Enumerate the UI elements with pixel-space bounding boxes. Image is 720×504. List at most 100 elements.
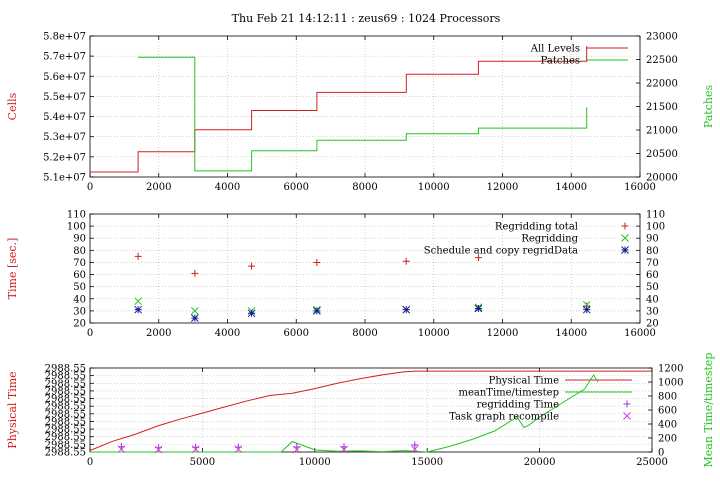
panel1-legend-label: All Levels bbox=[530, 44, 580, 55]
panel2-legend-label: Regridding bbox=[521, 234, 578, 245]
panel3-y-tick-label: 2988.55 bbox=[45, 440, 86, 451]
panel3-y2-tick-label: 800 bbox=[658, 392, 677, 403]
panel1-y-tick-label: 5.4e+07 bbox=[43, 112, 86, 123]
panel1-y2-tick-label: 21000 bbox=[646, 126, 678, 137]
panel1-x-tick-label: 10000 bbox=[418, 182, 450, 193]
panel3-x-tick-label: 10000 bbox=[299, 457, 331, 468]
panel3-y2-tick-label: 1200 bbox=[658, 364, 683, 375]
panel2-frame bbox=[89, 213, 641, 324]
panel2-y-tick-label: 100 bbox=[67, 222, 86, 233]
panel1-y2-tick-label: 20500 bbox=[646, 149, 678, 160]
panel2-data-point bbox=[191, 269, 199, 277]
panel3-y-tick-label: 2988.55 bbox=[45, 379, 86, 390]
panel2-data-point bbox=[248, 262, 256, 270]
panel3-data-point bbox=[340, 445, 348, 454]
panel3-data-point bbox=[117, 445, 126, 454]
panel1-y2-axis-title: Patches bbox=[702, 85, 715, 129]
panel2-y2-tick-label: 70 bbox=[646, 258, 659, 269]
panel1-series-line bbox=[90, 46, 588, 173]
panel2-data-point bbox=[313, 307, 321, 315]
panel2-y2-tick-label: 60 bbox=[646, 270, 659, 281]
panel3-y-tick-label: 2988.55 bbox=[45, 386, 86, 397]
panel2-y-tick-label: 90 bbox=[73, 234, 86, 245]
panel3-y-tick-label: 2988.55 bbox=[45, 432, 86, 443]
panel1-y-tick-label: 5.2e+07 bbox=[43, 152, 86, 163]
panel1-x-tick-label: 6000 bbox=[284, 182, 309, 193]
panel2-y-axis-title: Time [sec.] bbox=[6, 238, 19, 300]
panel3-legend-label: meanTime/timestep bbox=[458, 388, 559, 399]
panel3-series-line bbox=[89, 370, 652, 451]
panel3-y-tick-label: 2988.55 bbox=[45, 409, 86, 420]
panel2-y2-tick-label: 80 bbox=[646, 246, 659, 257]
panel3-y-tick-label: 2988.55 bbox=[45, 364, 86, 375]
panel3-y2-tick-label: 1000 bbox=[658, 378, 683, 389]
panel3-frame bbox=[89, 367, 653, 453]
panel3-y-tick-label: 2988.55 bbox=[45, 448, 86, 459]
panel1-y-tick-label: 5.5e+07 bbox=[43, 92, 86, 103]
panel2-x-tick-label: 6000 bbox=[284, 328, 309, 339]
panel2-legend-marker bbox=[621, 234, 629, 242]
panel3-series-line bbox=[90, 374, 599, 453]
panel3-x-tick-label: 5000 bbox=[190, 457, 215, 468]
panel3-legend-label: Task graph recompile bbox=[449, 412, 559, 423]
panel2-x-tick-label: 16000 bbox=[624, 328, 656, 339]
panel1-x-tick-label: 14000 bbox=[555, 182, 587, 193]
panel1-y-tick-label: 5.3e+07 bbox=[43, 132, 86, 143]
panel3-data-point bbox=[154, 445, 163, 454]
panel1-y2-tick-label: 22500 bbox=[646, 55, 678, 66]
panel1-x-tick-label: 12000 bbox=[487, 182, 519, 193]
panel3-legend-marker bbox=[623, 400, 631, 408]
panel2-legend-marker bbox=[621, 246, 629, 254]
panel2-data-point bbox=[134, 305, 142, 314]
panel2-y2-tick-label: 50 bbox=[646, 282, 659, 293]
panel3-plot bbox=[89, 367, 653, 453]
panel2-data-point bbox=[190, 307, 199, 315]
panel3-y2-tick-label: 200 bbox=[658, 434, 677, 445]
panel3-y2-tick-label: 400 bbox=[658, 420, 677, 431]
panel2-x-tick-label: 14000 bbox=[555, 328, 587, 339]
panel2-x-tick-label: 0 bbox=[87, 328, 93, 339]
chart-title: Thu Feb 21 14:12:11 : zeus69 : 1024 Proc… bbox=[232, 12, 501, 25]
panel2-x-tick-label: 8000 bbox=[352, 328, 377, 339]
panel3-x-tick-label: 15000 bbox=[411, 457, 443, 468]
panel2-data-point bbox=[582, 305, 591, 314]
panel3-x-tick-label: 25000 bbox=[636, 457, 668, 468]
panel2-x-tick-label: 4000 bbox=[215, 328, 240, 339]
panel2-y-tick-label: 30 bbox=[73, 306, 86, 317]
panel2-y2-tick-label: 110 bbox=[646, 210, 665, 221]
panel2-y2-tick-label: 30 bbox=[646, 306, 659, 317]
panel2-y2-tick-label: 20 bbox=[646, 319, 659, 330]
panel2-legend-label: Regridding total bbox=[495, 222, 578, 233]
panel1-y-axis-title: Cells bbox=[6, 92, 19, 120]
panel3-y-tick-label: 2988.55 bbox=[45, 417, 86, 428]
panel3-x-tick-label: 0 bbox=[87, 457, 93, 468]
panel2-data-point bbox=[247, 309, 256, 318]
panel1-series-line bbox=[138, 56, 588, 172]
panel3-y2-tick-label: 600 bbox=[658, 406, 677, 417]
panel3-y-axis-title: Physical Time bbox=[6, 371, 19, 448]
panel2-data-point bbox=[474, 304, 483, 313]
panel1-frame bbox=[89, 35, 641, 178]
panel2-plot bbox=[89, 213, 641, 324]
panel3-data-point bbox=[234, 445, 243, 454]
panel3-y-tick-label: 2988.55 bbox=[45, 402, 86, 413]
panel2-data-point bbox=[402, 257, 410, 265]
panel1-x-tick-label: 4000 bbox=[215, 182, 240, 193]
panel2-data-point bbox=[134, 297, 142, 306]
panel1-y-tick-label: 5.6e+07 bbox=[43, 72, 86, 83]
panel1-y2-tick-label: 21500 bbox=[646, 102, 678, 113]
panel1-y2-tick-label: 22000 bbox=[646, 79, 678, 90]
panel3-data-point bbox=[292, 445, 301, 454]
panel1-y-tick-label: 5.1e+07 bbox=[43, 173, 86, 184]
panel2-data-point bbox=[313, 258, 321, 266]
panel2-y2-tick-label: 100 bbox=[646, 222, 665, 233]
panel1-x-tick-label: 8000 bbox=[352, 182, 377, 193]
panel3-legend-marker bbox=[623, 412, 631, 420]
panel3-y-tick-label: 2988.55 bbox=[45, 425, 86, 436]
panel2-y-tick-label: 20 bbox=[73, 319, 86, 330]
panel1-y2-tick-label: 20000 bbox=[646, 173, 678, 184]
panel3-y-tick-label: 2988.55 bbox=[45, 394, 86, 405]
panel1-x-tick-label: 16000 bbox=[624, 182, 656, 193]
panel1-plot bbox=[89, 35, 641, 178]
